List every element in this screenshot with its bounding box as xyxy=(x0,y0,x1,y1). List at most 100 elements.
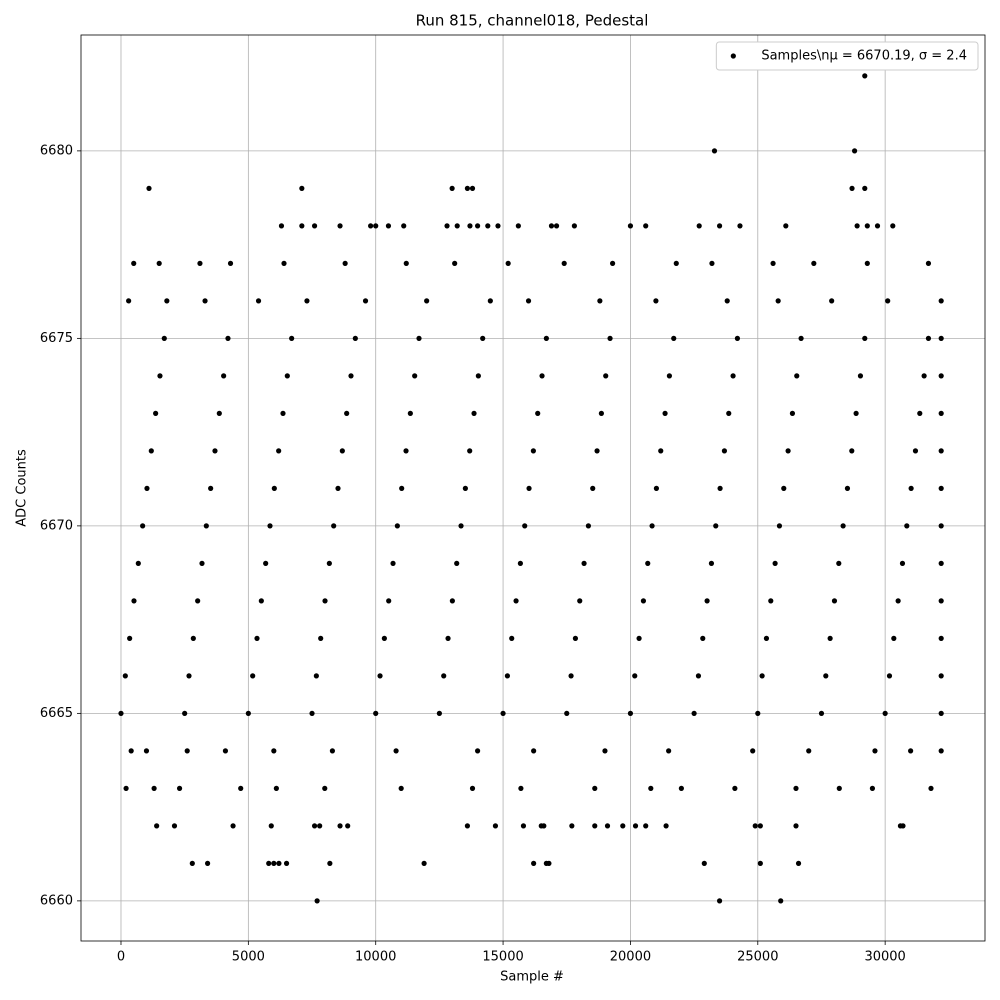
data-point xyxy=(189,860,195,866)
data-point xyxy=(195,598,201,604)
data-point xyxy=(230,823,236,829)
data-point xyxy=(696,223,702,229)
data-point xyxy=(643,823,649,829)
data-point xyxy=(401,223,407,229)
data-point xyxy=(225,335,231,341)
data-point xyxy=(322,785,328,791)
data-point xyxy=(487,298,493,304)
data-point xyxy=(525,298,532,304)
data-point xyxy=(331,523,337,529)
data-point xyxy=(640,598,647,604)
data-point xyxy=(671,335,677,341)
data-point xyxy=(337,223,343,229)
data-point xyxy=(938,635,944,641)
data-point xyxy=(890,223,896,229)
data-point xyxy=(263,560,269,566)
data-point xyxy=(520,823,527,829)
data-point xyxy=(449,185,455,191)
data-point xyxy=(345,823,351,829)
data-point xyxy=(485,223,491,229)
data-point xyxy=(636,635,642,641)
data-point xyxy=(122,673,128,679)
data-point xyxy=(713,523,719,529)
data-point xyxy=(849,185,855,191)
data-point xyxy=(311,223,318,229)
data-point xyxy=(126,298,132,304)
data-point xyxy=(154,823,160,829)
data-point xyxy=(711,148,718,154)
data-point xyxy=(925,335,932,341)
data-point xyxy=(716,223,723,229)
data-point xyxy=(663,823,669,829)
data-point xyxy=(840,523,846,529)
data-point xyxy=(318,635,324,641)
data-point xyxy=(352,335,358,341)
data-point xyxy=(342,260,348,266)
data-point xyxy=(662,410,668,416)
data-point xyxy=(938,748,944,754)
data-point xyxy=(454,560,460,566)
x-tick-label: 30000 xyxy=(864,950,905,965)
data-point xyxy=(344,410,350,416)
data-point xyxy=(505,260,511,266)
data-point xyxy=(289,335,295,341)
data-point xyxy=(882,710,888,716)
data-point xyxy=(561,260,567,266)
data-point xyxy=(666,748,672,754)
data-point xyxy=(724,298,730,304)
data-point xyxy=(394,523,400,529)
data-point xyxy=(768,598,774,604)
x-tick-label: 20000 xyxy=(610,950,651,965)
x-tick-label: 5000 xyxy=(232,950,265,965)
data-point xyxy=(276,448,282,454)
data-point xyxy=(716,898,723,904)
data-point xyxy=(271,748,277,754)
data-point xyxy=(854,223,860,229)
data-point xyxy=(757,823,763,829)
data-point xyxy=(471,410,477,416)
data-point xyxy=(412,373,418,379)
data-point xyxy=(161,335,167,341)
data-point xyxy=(222,748,229,754)
data-point xyxy=(900,823,906,829)
data-point xyxy=(759,673,765,679)
data-point xyxy=(515,223,521,229)
data-point xyxy=(131,598,137,604)
data-point xyxy=(531,748,537,754)
data-point xyxy=(857,373,864,379)
data-point xyxy=(123,785,129,791)
data-point xyxy=(938,673,944,679)
data-point xyxy=(862,73,868,79)
data-point xyxy=(403,448,409,454)
data-point xyxy=(304,298,310,304)
data-point xyxy=(895,598,901,604)
data-point xyxy=(708,560,715,566)
data-point xyxy=(864,223,870,229)
data-point xyxy=(701,860,707,866)
data-point xyxy=(721,448,728,454)
data-point xyxy=(199,560,205,566)
data-point xyxy=(238,785,244,791)
data-point xyxy=(775,298,781,304)
data-point xyxy=(726,410,732,416)
data-point xyxy=(783,223,789,229)
data-point xyxy=(373,710,379,716)
x-tick-label: 10000 xyxy=(355,950,396,965)
data-point xyxy=(872,748,878,754)
data-point xyxy=(704,598,710,604)
data-point xyxy=(403,260,409,266)
legend: Samples\nμ = 6670.19, σ = 2.4 xyxy=(715,41,979,71)
data-point xyxy=(795,860,802,866)
data-point xyxy=(276,860,282,866)
data-point xyxy=(844,485,851,491)
data-point xyxy=(271,485,277,491)
x-axis-label: Sample # xyxy=(500,970,564,985)
data-point xyxy=(267,523,273,529)
plot-frame xyxy=(80,34,986,942)
data-point xyxy=(454,223,460,229)
data-point xyxy=(250,673,256,679)
data-point xyxy=(569,823,575,829)
data-point xyxy=(598,410,604,416)
